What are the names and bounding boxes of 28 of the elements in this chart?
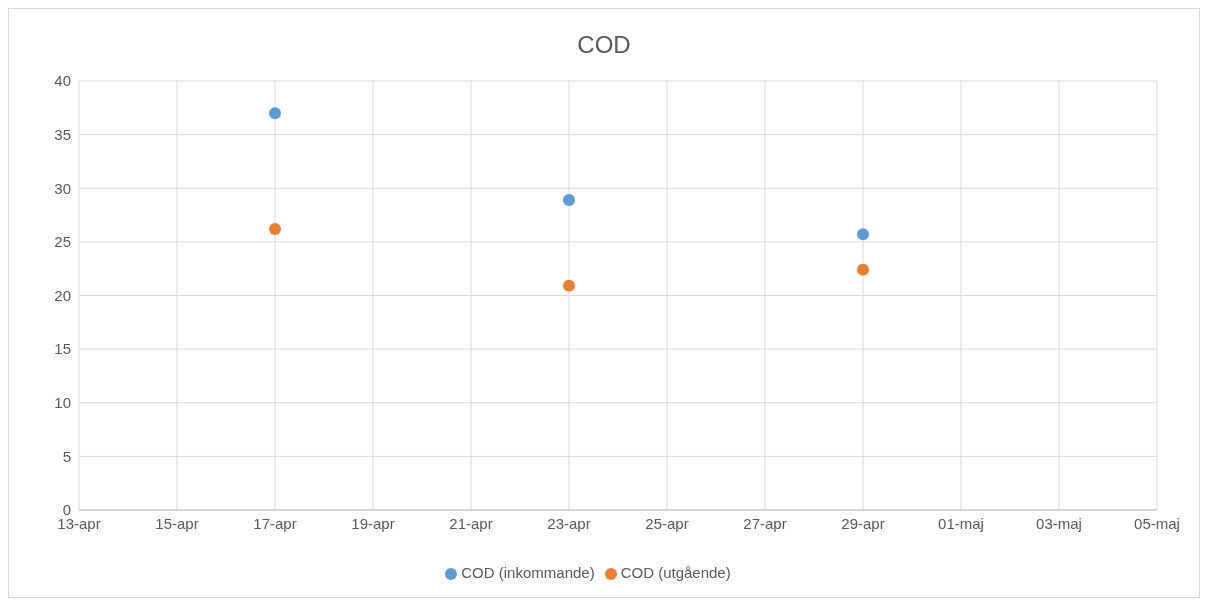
y-tick-label: 15 [54,340,71,358]
x-tick-label: 23-apr [547,514,591,532]
point [857,263,869,276]
point [563,279,575,292]
chart-title: COD [576,30,632,60]
x-tick-label: 05-maj [1134,514,1180,532]
x-tick-label: 17-apr [253,514,297,532]
y-tick-label: 10 [54,394,71,412]
point [563,194,575,207]
x-tick-label: 03-maj [1036,514,1082,532]
point [269,223,281,236]
x-tick-label: 29-apr [841,514,885,532]
x-tick-label: 27-apr [743,514,787,532]
legend-label: COD (utgående) [620,564,731,581]
x-tick-label: 25-apr [645,514,689,532]
x-tick-label: 01-maj [938,514,984,532]
y-tick-label: 30 [54,179,71,197]
y-tick-label: 35 [54,125,71,143]
x-tick-label: 19-apr [351,514,395,532]
y-tick-label: 25 [54,233,71,251]
point [857,228,869,241]
y-tick-label: 5 [62,447,71,465]
x-tick-label: 15-apr [155,514,199,532]
y-tick-label: 40 [54,72,71,90]
y-tick-label: 20 [54,286,71,304]
legend-label: COD (inkommande) [461,564,595,581]
x-tick-label: 21-apr [449,514,493,532]
point [269,107,281,120]
